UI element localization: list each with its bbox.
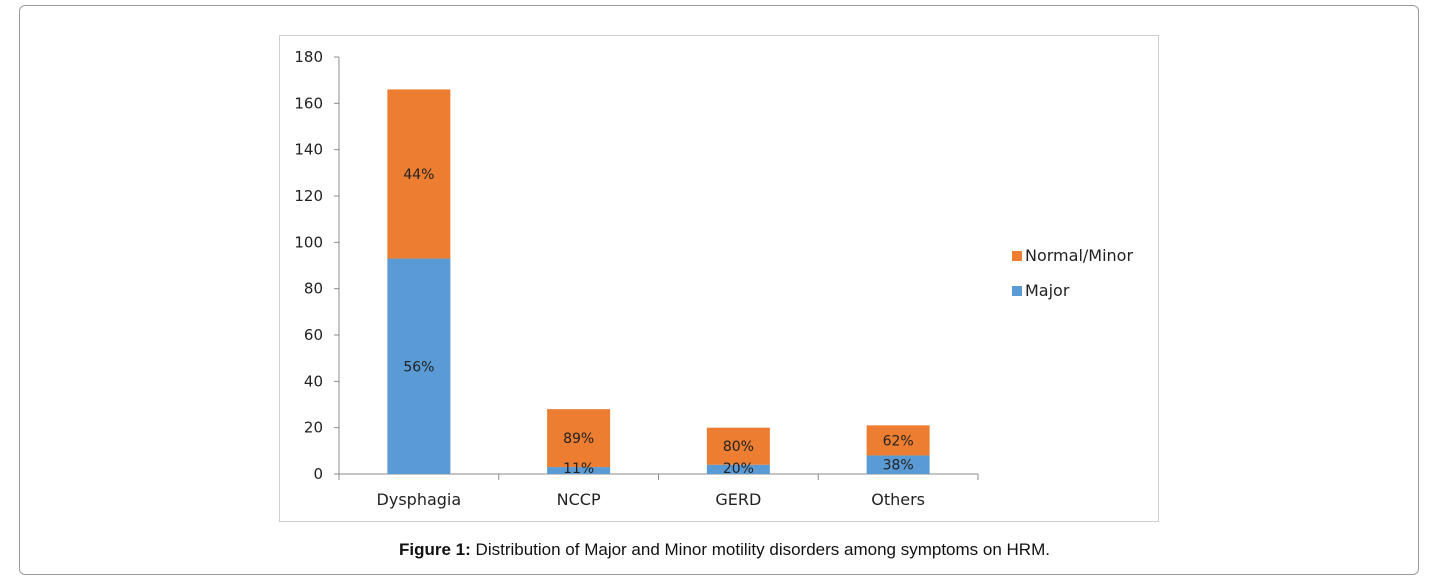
bar-major-gerd [706,464,770,474]
stacked-bar-chart: 0 20 40 60 80 100 120 140 160 180 Dysphagia NCCP GER… [294,48,1133,509]
y-tick-label: 100 [294,233,323,251]
bar-normal-minor-nccp [547,409,611,468]
y-tick-label: 80 [304,280,323,298]
x-tick-label: GERD [715,490,761,509]
bar-major-nccp [547,467,611,474]
data-label: 89% [563,431,594,447]
data-label: 11% [563,461,594,477]
bar-normal-minor-gerd [706,427,770,465]
x-tick-label: Others [871,490,925,509]
chart-area: 0 20 40 60 80 100 120 140 160 180 Dysphagia NCCP GER… [279,35,1159,522]
y-tick-label: 60 [304,326,323,344]
figure-caption: Figure 1: Distribution of Major and Mino… [0,540,1449,560]
figure-caption-text: Distribution of Major and Minor motility… [475,540,1050,559]
legend-swatch [1012,251,1022,261]
x-tick-label: NCCP [557,490,601,509]
bar-major-others [866,455,930,474]
y-tick-label: 180 [294,48,323,66]
y-tick-label: 20 [304,419,323,437]
x-tick-label: Dysphagia [377,490,462,509]
data-label: 20% [723,461,754,477]
y-tick-label: 40 [304,372,323,390]
y-tick-label: 0 [313,465,323,483]
legend-label: Normal/Minor [1025,246,1133,265]
data-label: 38% [883,458,914,474]
y-tick-label: 140 [294,141,323,159]
legend-label: Major [1025,281,1070,300]
data-label: 80% [723,439,754,455]
data-label: 44% [403,167,434,183]
figure-label: Figure 1: [399,540,471,559]
y-tick-label: 120 [294,187,323,205]
bar-normal-minor-others [866,425,930,456]
data-label: 62% [883,433,914,449]
data-label: 56% [403,359,434,375]
y-tick-label: 160 [294,94,323,112]
legend-swatch [1012,286,1022,296]
bar-normal-minor-dysphagia [387,89,451,259]
bar-major-dysphagia [387,258,451,474]
